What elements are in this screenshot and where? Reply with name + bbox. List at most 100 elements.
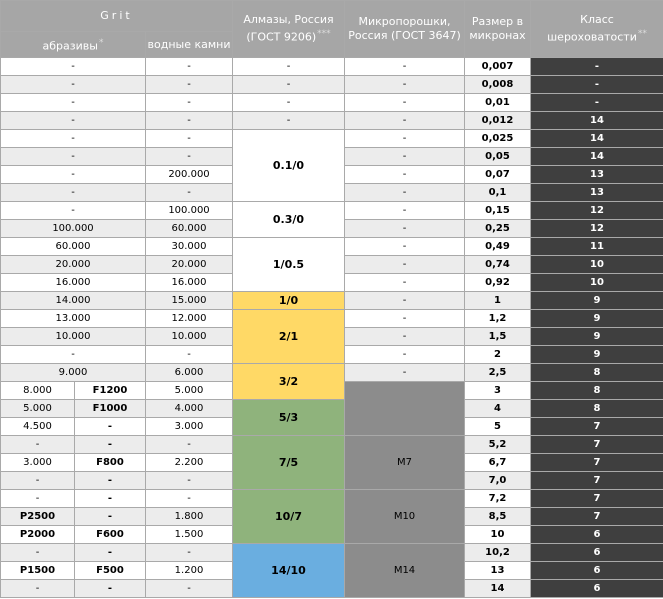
abrasive-grit-cell: - [0,201,146,220]
micropowders-header-label: Микропорошки, Россия (ГОСТ 3647) [348,15,461,42]
diamonds-header: Алмазы, Россия (ГОСТ 9206)*** [232,0,345,58]
table-row: - - -14 6 [0,579,663,598]
waterstone-grit-cell: - [145,543,233,562]
roughness-class-cell: 7 [530,417,663,436]
roughness-class-cell: 6 [530,579,663,598]
abrasive-f-grit-cell: - [74,471,146,490]
table-row: - -0.1/0-0,025 14 [0,129,663,202]
abrasive-grit-cell: - [0,111,146,130]
roughness-class-cell: 10 [530,255,663,274]
micron-size-cell: 0,49 [464,237,531,256]
waterstone-grit-cell: 20.000 [145,255,233,274]
roughness-class-cell: 8 [530,363,663,382]
footnote-mark: * [98,37,104,48]
roughness-class-cell: 13 [530,165,663,184]
table-row: - - -10/7 M10 7,2 7 [0,489,663,544]
roughness-class-cell: 12 [530,219,663,238]
diamonds-header-label: Алмазы, Россия (ГОСТ 9206) [243,13,334,44]
micron-size-cell: 0,25 [464,219,531,238]
micron-size-cell: 1 [464,291,531,310]
abrasive-grit-cell: - [0,543,75,562]
micron-size-cell: 1,5 [464,327,531,346]
abrasive-grit-cell: 16.000 [0,273,146,292]
table-row: 20.000 20.000 -0,74 10 [0,255,663,274]
roughness-class-cell: 6 [530,561,663,580]
waterstone-grit-cell: - [145,489,233,508]
waterstone-grit-cell: 12.000 [145,309,233,328]
micropowders-header: Микропорошки, Россия (ГОСТ 3647) [344,0,465,58]
abrasive-f-grit-cell: - [74,417,146,436]
micropowder-grade-cell [344,381,465,436]
abrasive-grit-cell: - [0,579,75,598]
table-row: 100.000 60.000 -0,25 12 [0,219,663,238]
roughness-class-cell: 8 [530,399,663,418]
table-row: 60.000 30.000 1/0.5-0,49 11 [0,237,663,292]
abrasive-grit-cell: - [0,435,75,454]
diamond-grade-cell: 1/0.5 [232,237,345,292]
micropowder-grade-cell: - [344,363,465,382]
waterstone-grit-cell: - [145,579,233,598]
micropowder-grade-cell: - [344,327,465,346]
abrasive-grit-cell: - [0,93,146,112]
micron-size-cell: 0,1 [464,183,531,202]
micropowder-grade-cell: - [344,147,465,166]
micropowder-grade-cell: - [344,129,465,148]
waterstone-grit-cell: 200.000 [145,165,233,184]
roughness-class-cell: 7 [530,453,663,472]
micron-size-cell: 0,008 [464,75,531,94]
micron-size-cell: 0,74 [464,255,531,274]
roughness-class-cell: 9 [530,309,663,328]
micropowder-grade-cell: - [344,111,465,130]
abrasives-header-label: абразивы [42,39,98,53]
abrasive-grit-cell: - [0,345,146,364]
diamond-grade-cell: 2/1 [232,309,345,364]
waterstone-grit-cell: 3.000 [145,417,233,436]
waterstone-grit-cell: 1.500 [145,525,233,544]
roughness-class-cell: 9 [530,291,663,310]
micropowder-grade-cell: - [344,93,465,112]
waterstone-grit-cell: - [145,111,233,130]
table-row: - - -14/10 M14 10,2 6 [0,543,663,598]
roughness-class-cell: 14 [530,147,663,166]
abrasive-grit-cell: 5.000 [0,399,75,418]
table-row: - - - -0,012 14 [0,111,663,130]
footnote-mark: *** [317,29,331,40]
waterstone-grit-cell: 15.000 [145,291,233,310]
abrasive-grit-cell: 9.000 [0,363,146,382]
micron-size-cell: 10,2 [464,543,531,562]
micron-size-cell: 1,2 [464,309,531,328]
diamond-grade-cell: 10/7 [232,489,345,544]
micropowder-grade-cell: - [344,183,465,202]
micron-size-cell: 13 [464,561,531,580]
diamond-grade-cell: 0.1/0 [232,129,345,202]
micropowder-grade-cell: - [344,75,465,94]
roughness-class-cell: 7 [530,435,663,454]
micropowder-grade-cell: - [344,291,465,310]
abrasive-grit-cell: P1500 [0,561,75,580]
waterstone-grit-cell: - [145,435,233,454]
waterstone-grit-cell: 1.200 [145,561,233,580]
abrasive-f-grit-cell: F800 [74,453,146,472]
roughness-class-cell: 11 [530,237,663,256]
diamond-grade-cell: - [232,111,345,130]
waterstone-grit-cell: 2.200 [145,453,233,472]
abrasive-grit-cell: 10.000 [0,327,146,346]
micron-size-cell: 2,5 [464,363,531,382]
roughness-class-cell: - [530,75,663,94]
roughness-class-cell: 9 [530,345,663,364]
micron-size-cell: 8,5 [464,507,531,526]
micropowder-grade-cell: - [344,219,465,238]
waterstone-grit-cell: - [145,75,233,94]
roughness-class-cell: - [530,93,663,112]
abrasive-f-grit-cell: F1000 [74,399,146,418]
table-row: 13.000 12.000 2/1-1,2 9 [0,309,663,364]
micron-size-cell: 3 [464,381,531,400]
abrasive-f-grit-cell: F1200 [74,381,146,400]
micron-size-cell: 4 [464,399,531,418]
waterstone-grit-cell: - [145,129,233,148]
abrasive-grit-cell: - [0,489,75,508]
micropowder-grade-cell: M7 [344,435,465,490]
abrasive-f-grit-cell: - [74,543,146,562]
waterstones-header: водные камни [145,31,233,58]
abrasive-grit-cell: 100.000 [0,219,146,238]
